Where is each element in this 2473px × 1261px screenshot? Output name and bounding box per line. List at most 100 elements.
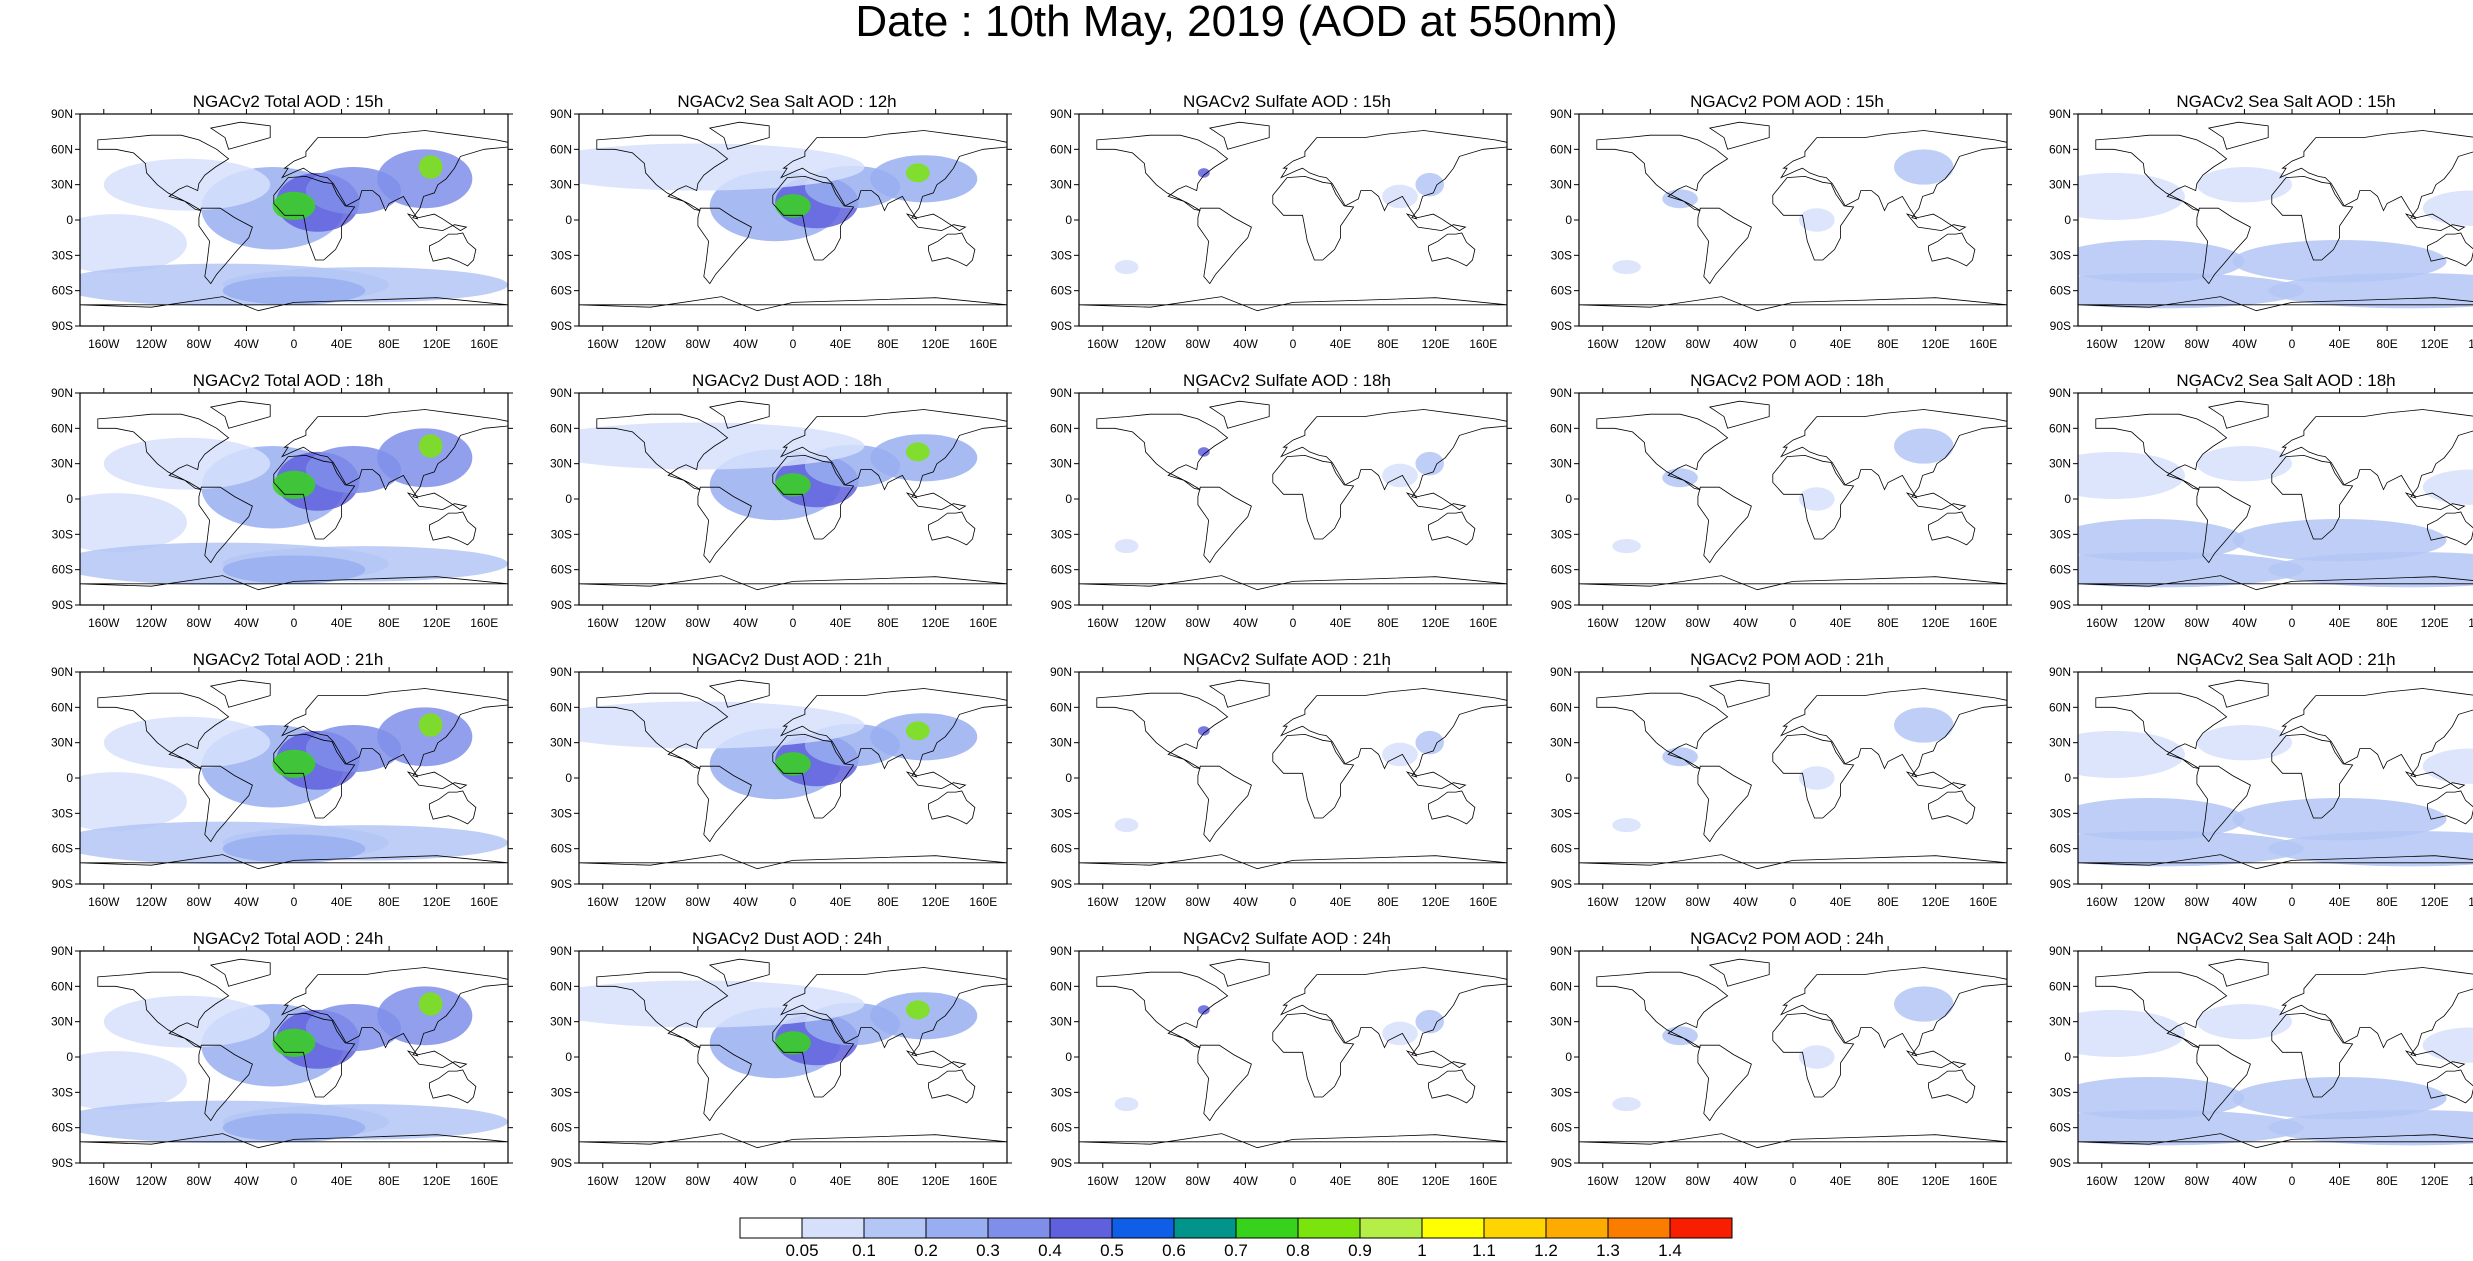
lat-tick-label: 90S	[551, 1156, 572, 1170]
lon-tick-label: 80W	[1186, 616, 1211, 630]
lon-tick-label: 40E	[1830, 895, 1851, 909]
coastline	[1708, 679, 1770, 708]
coastline	[1096, 692, 1229, 769]
coastline	[1272, 733, 1355, 819]
lon-tick-label: 80E	[1377, 337, 1398, 351]
aod-field-patch	[1197, 447, 1210, 457]
panel-title: NGACv2 Sulfate AOD : 18h	[1183, 371, 1391, 390]
aod-field-patch	[2422, 190, 2473, 226]
colorbar-label: 0.1	[852, 1241, 876, 1260]
coastline	[2095, 971, 2228, 1048]
coastline	[1405, 1050, 1467, 1069]
aod-field-patch	[222, 555, 366, 584]
lon-tick-label: 40W	[733, 895, 758, 909]
coastline	[1772, 1012, 1855, 1098]
lat-tick-label: 0	[1565, 492, 1572, 506]
aod-field-patch	[80, 1051, 187, 1110]
coastline	[2207, 958, 2269, 987]
lon-tick-label: 0	[1290, 337, 1297, 351]
lon-tick-label: 120W	[2134, 1174, 2166, 1188]
lat-tick-label: 90S	[1551, 877, 1572, 891]
colorbar-label: 0.7	[1224, 1241, 1248, 1260]
lon-tick-label: 40E	[331, 895, 352, 909]
lat-tick-label: 0	[66, 213, 73, 227]
lat-tick-label: 90S	[1051, 1156, 1072, 1170]
aod-field-patch	[1612, 818, 1641, 833]
coastline	[905, 1050, 967, 1069]
lon-tick-label: 160W	[1087, 1174, 1119, 1188]
lon-tick-label: 160E	[1969, 1174, 1997, 1188]
panel-title: NGACv2 Total AOD : 18h	[192, 371, 384, 390]
coastline	[596, 134, 729, 211]
lon-tick-label: 80W	[686, 895, 711, 909]
aod-field-patch	[579, 980, 865, 1028]
lat-tick-label: 30S	[551, 248, 572, 262]
lon-tick-label: 120E	[2421, 616, 2449, 630]
lon-tick-label: 160E	[1469, 616, 1497, 630]
coastline	[1772, 733, 1855, 819]
coastline	[281, 688, 508, 778]
colorbar-segment	[863, 1217, 927, 1239]
lon-tick-label: 80E	[1377, 895, 1398, 909]
lon-tick-label: 120E	[1422, 895, 1450, 909]
coastline	[708, 958, 770, 987]
lat-tick-label: 90N	[1050, 107, 1072, 121]
lon-tick-label: 160E	[1469, 1174, 1497, 1188]
lon-tick-label: 80W	[686, 337, 711, 351]
lon-tick-label: 80E	[2376, 616, 2397, 630]
coastline	[97, 971, 230, 1048]
coastline	[1197, 207, 1252, 285]
lon-tick-label: 160E	[1969, 895, 1997, 909]
map-panel: NGACv2 Total AOD : 21h 90N 60N 30N 0 30S 60S 90…	[38, 650, 538, 925]
panel-title: NGACv2 Total AOD : 21h	[192, 650, 384, 669]
world-map: 90N 60N 30N 0 30S 60S 90S 160W 120W 80W 40W 0 40E 80E…	[51, 944, 513, 1188]
lat-tick-label: 60S	[52, 284, 73, 298]
coastline	[1405, 771, 1467, 790]
lon-tick-label: 40W	[2232, 616, 2257, 630]
map-panel: NGACv2 Sulfate AOD : 21h 90N 60N 30N 0 30S 60S…	[1037, 650, 1537, 925]
lat-tick-label: 30N	[1550, 1015, 1572, 1029]
lat-tick-label: 30S	[52, 1085, 73, 1099]
lon-tick-label: 80E	[2376, 895, 2397, 909]
coastline	[596, 413, 729, 490]
lat-tick-label: 30N	[2049, 1015, 2071, 1029]
coastline	[1428, 790, 1476, 825]
lat-tick-label: 0	[565, 492, 572, 506]
coastline	[1428, 511, 1476, 546]
coastline	[281, 967, 508, 1057]
coastline	[708, 679, 770, 708]
lon-tick-label: 40W	[1733, 895, 1758, 909]
lat-tick-label: 60N	[51, 142, 73, 156]
aod-field-patch	[418, 155, 443, 179]
coastline	[1208, 400, 1270, 429]
coastline	[1697, 765, 1752, 843]
lat-tick-label: 90S	[551, 598, 572, 612]
lat-tick-label: 0	[2064, 771, 2071, 785]
colorbar-segment	[1545, 1217, 1609, 1239]
aod-field-patch	[272, 1028, 316, 1057]
coastline	[406, 1050, 468, 1069]
lon-tick-label: 0	[790, 616, 797, 630]
coastline	[596, 971, 729, 1048]
lat-tick-label: 90N	[51, 944, 73, 958]
lon-tick-label: 80E	[1877, 895, 1898, 909]
aod-field-patch	[1197, 168, 1210, 178]
lat-tick-label: 0	[66, 1050, 73, 1064]
world-map: 90N 60N 30N 0 30S 60S 90S 160W 120W 80W 40W 0 40E 80E…	[1550, 386, 2012, 630]
aod-field-patch	[2078, 1009, 2185, 1057]
lat-tick-label: 90N	[550, 944, 572, 958]
aod-field-patch	[2232, 1077, 2447, 1120]
lon-tick-label: 40E	[1830, 616, 1851, 630]
coastline	[1280, 409, 1507, 499]
coastline	[80, 1133, 508, 1149]
lon-tick-label: 40E	[1330, 616, 1351, 630]
coastline	[1208, 121, 1270, 150]
lat-tick-label: 0	[1565, 213, 1572, 227]
aod-field-patch	[2268, 831, 2473, 867]
aod-field-patch	[2078, 1110, 2304, 1146]
lat-tick-label: 60N	[2049, 979, 2071, 993]
world-map: 90N 60N 30N 0 30S 60S 90S 160W 120W 80W 40W 0 40E 80E…	[550, 386, 1012, 630]
lat-tick-label: 60S	[2050, 842, 2071, 856]
lat-tick-label: 90N	[51, 386, 73, 400]
coastline	[579, 1133, 1007, 1149]
